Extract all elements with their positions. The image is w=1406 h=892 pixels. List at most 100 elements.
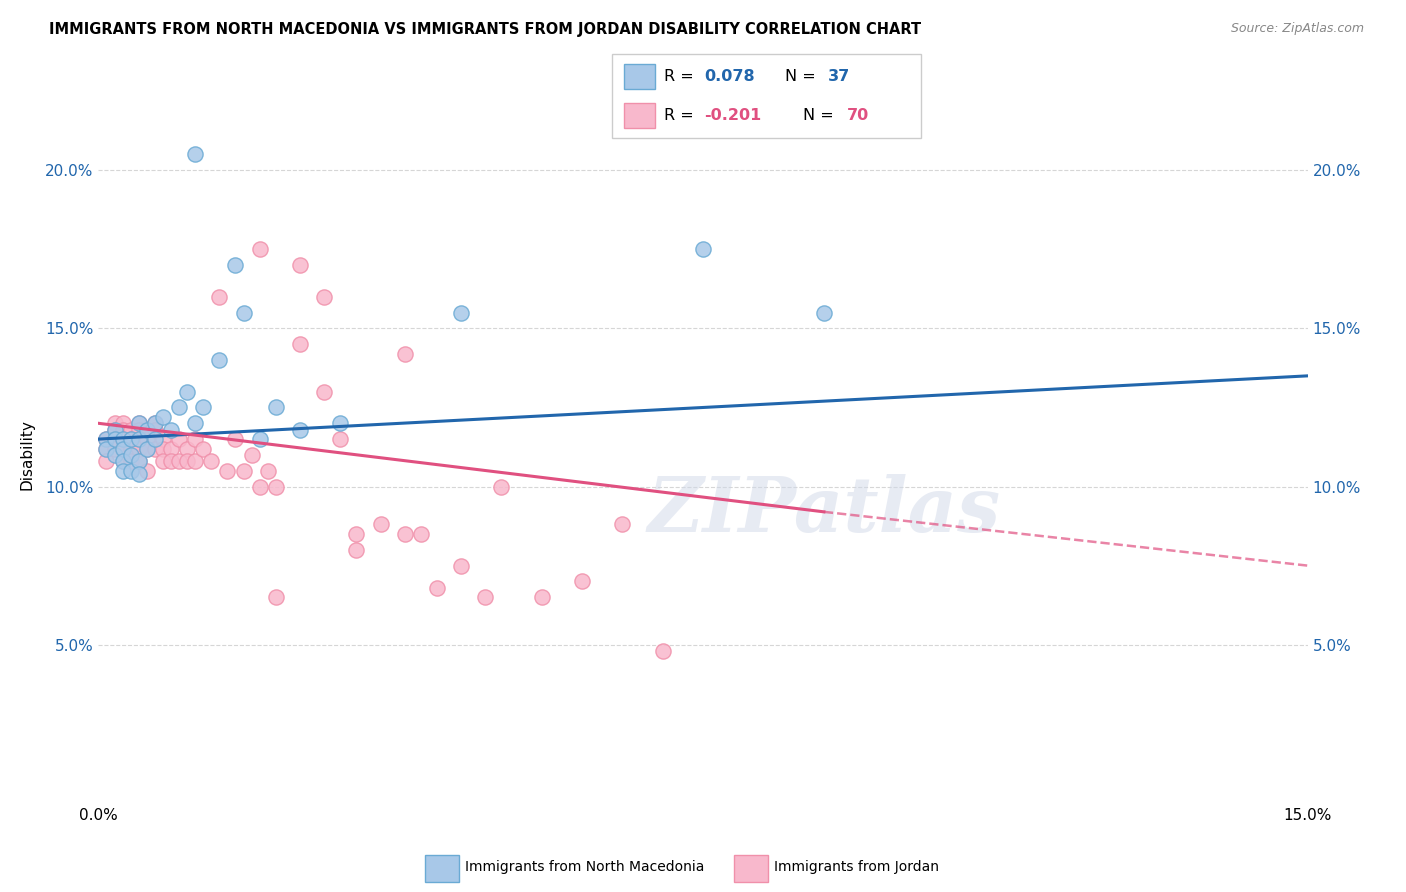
Point — [184, 432, 207, 446]
Point — [224, 432, 246, 446]
Point — [813, 305, 835, 319]
Point — [208, 353, 231, 368]
Text: N =: N = — [785, 69, 821, 84]
Point — [128, 467, 150, 481]
Point — [160, 423, 183, 437]
Point — [152, 454, 174, 468]
Point — [314, 290, 336, 304]
Point — [491, 479, 513, 493]
Point — [111, 423, 134, 437]
Point — [128, 417, 150, 431]
Point — [143, 442, 166, 456]
Point — [530, 591, 553, 605]
Point — [232, 464, 254, 478]
Point — [143, 432, 166, 446]
Point — [135, 464, 157, 478]
Bar — [425, 855, 458, 881]
Text: Immigrants from North Macedonia: Immigrants from North Macedonia — [465, 861, 704, 874]
Text: -0.201: -0.201 — [704, 108, 762, 123]
Text: 0.078: 0.078 — [704, 69, 755, 84]
Point — [288, 258, 311, 272]
Point — [160, 442, 183, 456]
Point — [111, 432, 134, 446]
Point — [152, 409, 174, 424]
Point — [103, 432, 125, 446]
Point — [111, 454, 134, 468]
Point — [167, 432, 190, 446]
Point — [167, 454, 190, 468]
Point — [128, 432, 150, 446]
Text: 70: 70 — [846, 108, 869, 123]
Point — [111, 442, 134, 456]
Point — [120, 454, 142, 468]
Point — [474, 591, 496, 605]
Point — [120, 464, 142, 478]
Point — [96, 432, 118, 446]
Point — [120, 432, 142, 446]
Text: Source: ZipAtlas.com: Source: ZipAtlas.com — [1230, 22, 1364, 36]
Point — [128, 432, 150, 446]
Point — [96, 442, 118, 456]
Point — [111, 417, 134, 431]
Point — [176, 384, 198, 399]
Point — [288, 423, 311, 437]
Point — [143, 417, 166, 431]
Bar — [624, 63, 655, 89]
Point — [111, 442, 134, 456]
Point — [176, 442, 198, 456]
Point — [370, 517, 392, 532]
Point — [128, 417, 150, 431]
Point — [111, 464, 134, 478]
Point — [264, 401, 287, 415]
Point — [249, 479, 271, 493]
Point — [329, 432, 352, 446]
Point — [103, 442, 125, 456]
Point — [249, 243, 271, 257]
Point — [256, 464, 278, 478]
Point — [103, 432, 125, 446]
Point — [344, 542, 367, 557]
Point — [152, 432, 174, 446]
Point — [135, 442, 157, 456]
Point — [111, 454, 134, 468]
Point — [135, 423, 157, 437]
Point — [160, 454, 183, 468]
Point — [232, 305, 254, 319]
Point — [409, 527, 432, 541]
Point — [193, 401, 215, 415]
Bar — [624, 103, 655, 128]
Text: ZIPatlas: ZIPatlas — [647, 474, 1001, 548]
Point — [176, 454, 198, 468]
Point — [224, 258, 246, 272]
Point — [103, 423, 125, 437]
Point — [450, 558, 472, 573]
Point — [184, 454, 207, 468]
Point — [135, 432, 157, 446]
Point — [612, 517, 634, 532]
Point — [120, 448, 142, 462]
Point — [264, 591, 287, 605]
Point — [135, 442, 157, 456]
Point — [120, 432, 142, 446]
Point — [208, 290, 231, 304]
Point — [167, 401, 190, 415]
Point — [120, 442, 142, 456]
Point — [426, 581, 449, 595]
Bar — [734, 855, 768, 881]
Point — [128, 454, 150, 468]
Point — [571, 574, 593, 589]
Point — [120, 423, 142, 437]
Point — [96, 454, 118, 468]
Text: R =: R = — [664, 69, 699, 84]
Point — [240, 448, 263, 462]
Point — [96, 442, 118, 456]
Point — [184, 147, 207, 161]
Point — [329, 417, 352, 431]
Point — [200, 454, 222, 468]
Text: IMMIGRANTS FROM NORTH MACEDONIA VS IMMIGRANTS FROM JORDAN DISABILITY CORRELATION: IMMIGRANTS FROM NORTH MACEDONIA VS IMMIG… — [49, 22, 921, 37]
Point — [103, 448, 125, 462]
FancyBboxPatch shape — [612, 54, 921, 138]
Point — [264, 479, 287, 493]
Point — [314, 384, 336, 399]
Point — [651, 644, 673, 658]
